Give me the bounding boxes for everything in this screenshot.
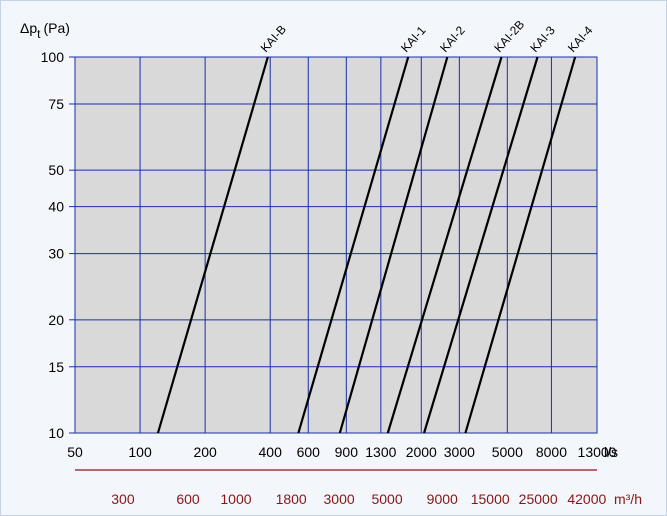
series-line [464,56,577,434]
series-line [297,56,410,434]
x-tick-label: 2000 [406,444,437,460]
plot-area [75,57,597,433]
y-tick-label: 40 [48,199,64,215]
series-label: KAI-4 [565,23,596,55]
series-line [423,56,539,434]
series-label: KAI-3 [527,23,558,55]
m3h-tick-label: 9000 [427,491,458,507]
x-tick-label: 8000 [536,444,567,460]
y-axis-label: Δpt (Pa) [20,20,70,41]
series-line [338,56,449,434]
m3h-axis: 300 600 1000 1800 3000 5000 9000 15000 25000 4200… [75,469,607,507]
series-labels: KAI-B KAI-1 KAI-2 KAI-2B KAI-3 KAI-4 [258,17,596,55]
y-tick-label: 30 [48,246,64,262]
series-line [386,56,503,434]
x-tick-label: 100 [128,444,152,460]
plot-border [74,56,598,434]
series-lines [156,56,577,434]
x-tick-label: 900 [335,444,359,460]
m3h-tick-label: 300 [111,491,135,507]
series-label: KAI-B [258,22,289,55]
series-line [156,56,269,434]
series-label: KAI-1 [398,23,429,55]
y-tick-label: 75 [48,96,64,112]
m3h-tick-label: 3000 [324,491,355,507]
series-label: KAI-2 [437,23,468,55]
x-tick-label: 3000 [444,444,475,460]
x2-axis-unit: m³/h [614,491,642,507]
y-tick-label: 100 [41,49,65,65]
x-tick-label: 5000 [492,444,523,460]
m3h-tick-label: 25000 [519,491,558,507]
x-tick-label: 50 [67,444,83,460]
x-tick-label: 13000 [578,444,617,460]
x-axis-unit: l/s [604,444,618,460]
m3h-tick-label: 600 [176,491,200,507]
y-tick-label: 50 [48,162,64,178]
x-tick-labels: 50 100 200 400 600 900 1300 2000 3000 5000 8000 130… [67,444,616,460]
m3h-tick-label: 1000 [220,491,251,507]
x-tick-label: 400 [259,444,283,460]
m3h-tick-label: 15000 [471,491,510,507]
y-tick-label: 10 [48,425,64,441]
y-tick-label: 20 [48,312,64,328]
y-tick-labels: 10 15 20 30 40 50 75 100 [41,49,65,441]
m3h-tick-label: 1800 [276,491,307,507]
x-tick-label: 1300 [365,444,396,460]
series-label: KAI-2B [491,17,527,55]
y-tick-label: 15 [48,359,64,375]
m3h-tick-label: 42000 [567,491,606,507]
x-tick-label: 600 [297,444,321,460]
m3h-tick-label: 5000 [371,491,402,507]
x-tick-label: 200 [193,444,217,460]
